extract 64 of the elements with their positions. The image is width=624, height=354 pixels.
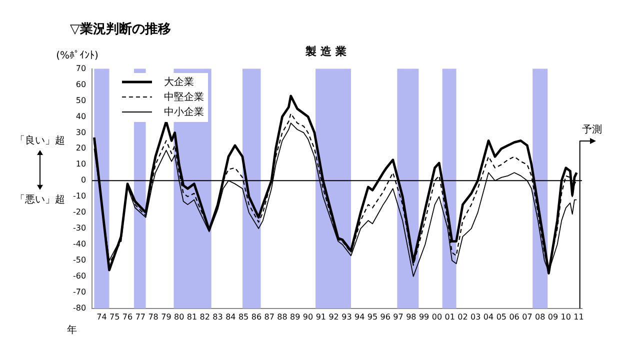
x-tick-label: 92 xyxy=(328,312,339,322)
x-tick-label: 86 xyxy=(251,312,262,322)
y-tick-label: -20 xyxy=(72,208,86,217)
x-tick-label: 82 xyxy=(200,312,210,322)
chart-title: ▽業況判断の推移 xyxy=(70,22,171,38)
legend-label: 大企業 xyxy=(164,76,194,90)
x-tick-label: 77 xyxy=(135,312,146,322)
y-tick-label: 40 xyxy=(76,112,86,121)
x-tick-label: 96 xyxy=(380,312,390,322)
y-tick-label: -10 xyxy=(72,192,86,201)
x-tick-label: 01 xyxy=(444,312,455,322)
y-tick-label: 10 xyxy=(76,160,86,169)
y-tick-label: 70 xyxy=(76,64,86,73)
y-tick-label: 50 xyxy=(76,96,86,105)
x-tick-label: 79 xyxy=(161,312,172,322)
x-tick-label: 98 xyxy=(406,312,416,322)
y-tick-label: -40 xyxy=(72,240,86,249)
x-tick-label: 06 xyxy=(509,312,520,322)
x-tick-label: 80 xyxy=(174,312,184,322)
chart-subtitle: 製 造 業 xyxy=(304,45,346,58)
y-tick-label: -80 xyxy=(72,303,86,312)
x-tick-label: 87 xyxy=(264,312,274,322)
y-tick-label: -70 xyxy=(72,288,86,297)
x-tick-label: 02 xyxy=(458,312,468,322)
x-tick-label: 91 xyxy=(316,312,326,322)
x-tick-label: 05 xyxy=(496,312,507,322)
x-tick-label: 03 xyxy=(470,312,481,322)
x-tick-label: 95 xyxy=(367,312,378,322)
legend-label: 中小企業 xyxy=(164,106,204,120)
x-tick-label: 10 xyxy=(560,312,571,322)
x-tick-label: 09 xyxy=(548,312,558,322)
x-tick-label: 81 xyxy=(186,312,198,322)
x-tick-label: 11 xyxy=(574,312,584,322)
x-tick-label: 75 xyxy=(110,312,120,322)
y-tick-label: 30 xyxy=(76,128,86,137)
y-axis-title: (%ﾎﾟｲﾝﾄ) xyxy=(56,49,98,62)
x-tick-label: 90 xyxy=(302,312,314,322)
x-tick-label: 83 xyxy=(212,312,223,322)
x-tick-label: 94 xyxy=(354,312,365,322)
x-tick-label: 00 xyxy=(432,312,442,322)
x-tick-label: 85 xyxy=(238,312,249,322)
x-tick-label: 99 xyxy=(418,312,430,322)
y-tick-label: 60 xyxy=(76,80,86,89)
x-tick-label: 88 xyxy=(277,312,288,322)
x-tick-label: 89 xyxy=(290,312,300,322)
text: 「悪い」超 xyxy=(15,193,66,206)
x-axis-title: 年 xyxy=(67,324,78,336)
x-tick-label: 78 xyxy=(148,312,158,322)
y-tick-label: -30 xyxy=(72,224,86,233)
x-tick-label: 97 xyxy=(393,312,404,322)
x-tick-label: 93 xyxy=(342,312,352,322)
x-tick-label: 76 xyxy=(122,312,133,322)
y-tick-label: -60 xyxy=(72,272,86,281)
y-tick-label: -50 xyxy=(72,256,86,265)
legend-label: 中堅企業 xyxy=(164,90,204,104)
y-tick-label: 0 xyxy=(80,176,86,185)
x-tick-label: 04 xyxy=(483,312,494,322)
y-tick-label: 20 xyxy=(76,144,86,153)
x-tick-label: 84 xyxy=(226,312,236,322)
ref-line-label: 予測 xyxy=(582,123,602,136)
x-tick-label: 08 xyxy=(535,312,546,322)
text: 「良い」超 xyxy=(15,134,66,146)
x-tick-label: 74 xyxy=(96,312,107,322)
x-tick-label: 07 xyxy=(522,312,532,322)
